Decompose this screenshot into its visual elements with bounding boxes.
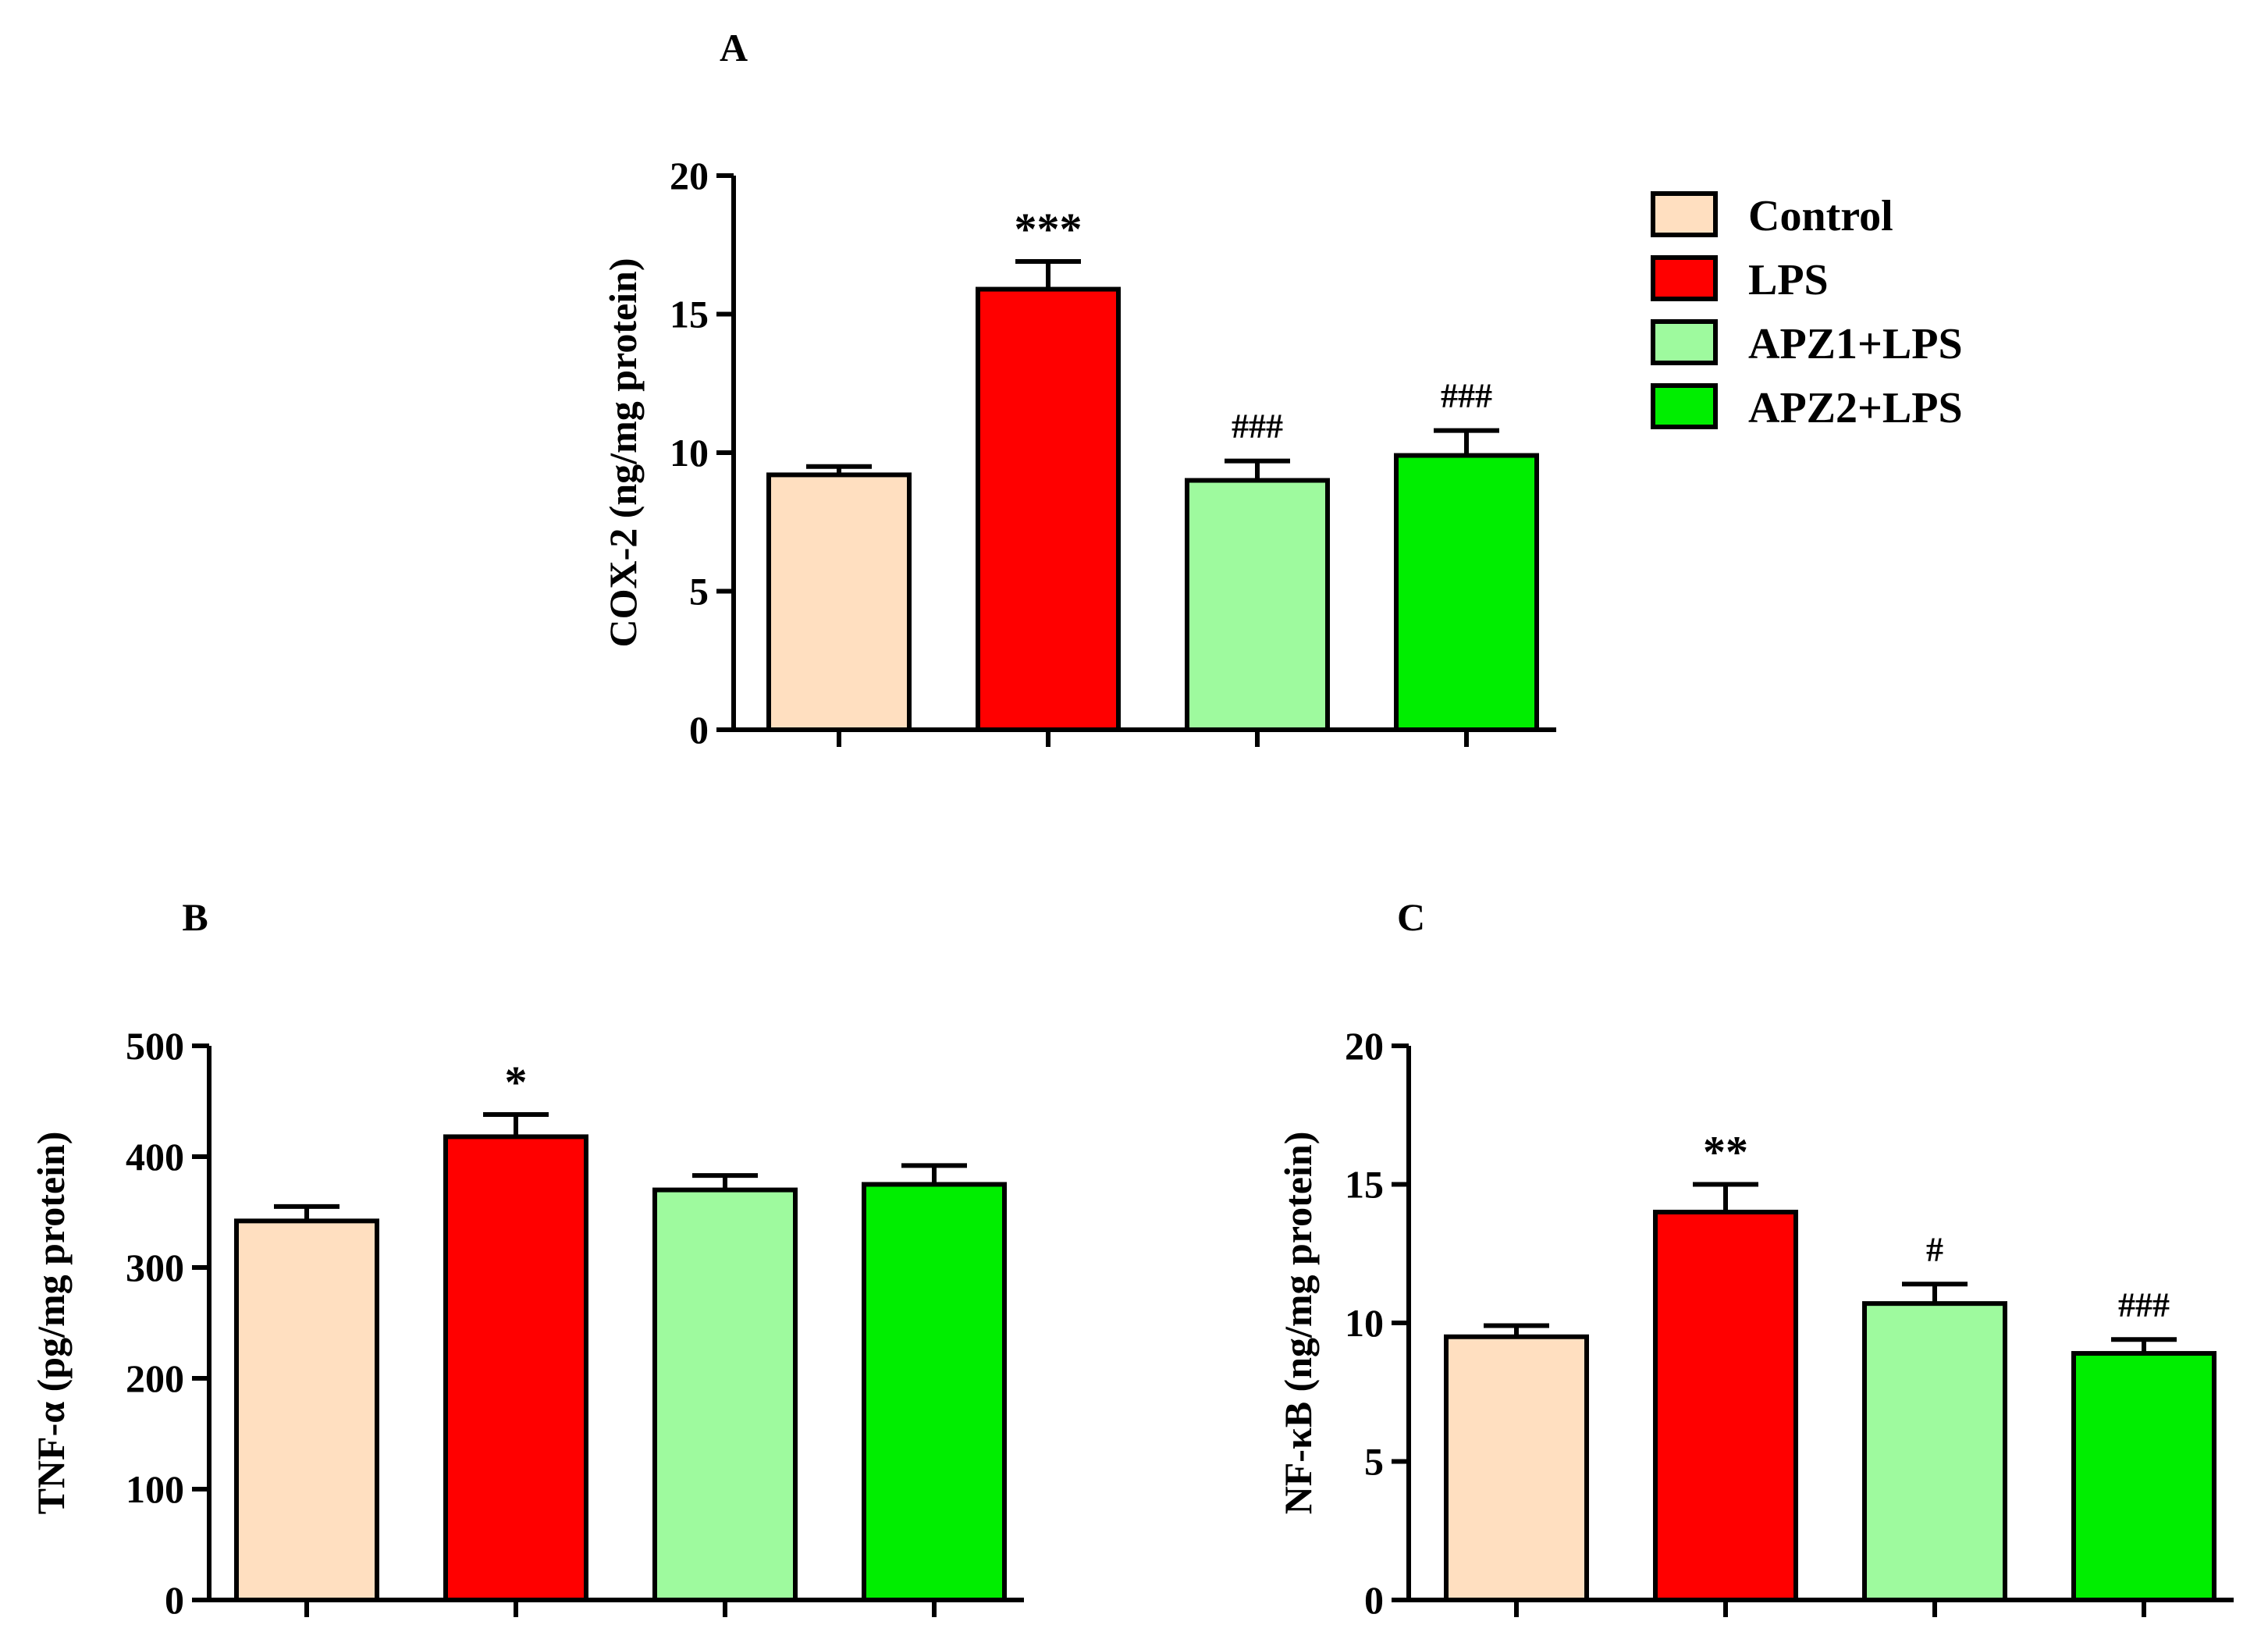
significance-marker-lps: *: [505, 1057, 528, 1107]
significance-marker-apz2-lps: ###: [2118, 1285, 2170, 1324]
bar-lps: [1653, 1210, 1798, 1602]
panel-label-b: B: [182, 895, 208, 939]
panel-label-a: A: [720, 26, 748, 69]
tnf-alpha-bar-chart: 0 100 200 300 400 500 TNF-α (pg/mg protein) *: [29, 1024, 1024, 1622]
bar-control: [234, 1218, 379, 1602]
y-tick-label: 5: [689, 570, 709, 613]
y-tick-label: 15: [670, 293, 709, 336]
legend-swatch-apz2-lps: [1651, 383, 1718, 429]
bar-apz2-lps: [862, 1182, 1007, 1602]
y-tick-label: 100: [126, 1467, 184, 1511]
bar-apz2-lps: [1394, 453, 1539, 732]
legend: Control LPS APZ1+LPS APZ2+LPS: [1651, 191, 1963, 432]
legend-swatch-control: [1651, 191, 1718, 237]
legend-label-lps: LPS: [1748, 256, 1829, 304]
y-tick-label: 20: [670, 154, 709, 197]
y-tick-label: 0: [689, 708, 709, 752]
y-tick-label: 0: [1364, 1578, 1384, 1622]
significance-marker-apz2-lps: ###: [1441, 377, 1492, 415]
bar-apz1-lps: [652, 1187, 798, 1602]
significance-marker-lps: **: [1703, 1127, 1748, 1178]
legend-label-apz1-lps: APZ1+LPS: [1748, 320, 1963, 368]
legend-label-apz2-lps: APZ2+LPS: [1748, 384, 1963, 432]
panel-label-c: C: [1397, 895, 1425, 939]
bar-apz1-lps: [1862, 1301, 2007, 1603]
y-tick-label: 400: [126, 1135, 184, 1179]
significance-marker-lps: ***: [1015, 204, 1082, 254]
bar-apz1-lps: [1185, 478, 1330, 732]
bar-apz2-lps: [2071, 1351, 2216, 1603]
y-tick-label: 20: [1345, 1024, 1384, 1068]
y-tick-label: 10: [670, 431, 709, 475]
y-tick-label: 5: [1364, 1440, 1384, 1484]
y-axis-title: COX-2 (ng/mg protein): [601, 258, 645, 647]
y-axis-title: NF-κB (ng/mg protein): [1276, 1132, 1320, 1515]
bar-lps: [443, 1134, 588, 1602]
cox2-bar-chart: 0 5 10 15 20 COX-2 (ng/mg protein) *** ### ###: [601, 154, 1556, 752]
y-axis-title: TNF-α (pg/mg protein): [29, 1132, 73, 1515]
bar-lps: [976, 286, 1121, 732]
y-tick-label: 300: [126, 1246, 184, 1289]
bar-control: [1444, 1334, 1589, 1602]
legend-label-control: Control: [1748, 192, 1893, 240]
significance-marker-apz1-lps: #: [1926, 1230, 1943, 1268]
y-tick-label: 10: [1345, 1301, 1384, 1345]
legend-swatch-lps: [1651, 255, 1718, 301]
y-tick-label: 15: [1345, 1163, 1384, 1207]
y-tick-label: 0: [165, 1578, 184, 1622]
legend-swatch-apz1-lps: [1651, 319, 1718, 365]
significance-marker-apz1-lps: ###: [1232, 407, 1283, 446]
y-tick-label: 500: [126, 1024, 184, 1068]
bar-control: [766, 472, 912, 733]
y-tick-label: 200: [126, 1356, 184, 1400]
